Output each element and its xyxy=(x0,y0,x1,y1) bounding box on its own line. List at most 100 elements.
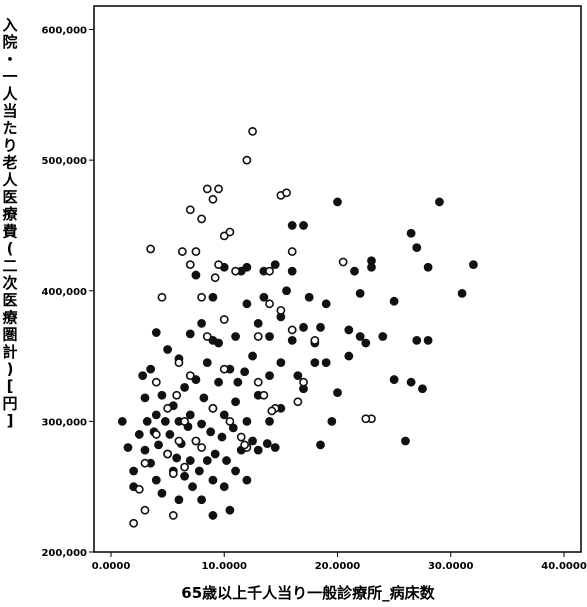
data-point-filled xyxy=(231,397,240,407)
data-point-open xyxy=(242,155,252,165)
data-point-filled xyxy=(389,296,399,306)
data-point-filled xyxy=(219,410,229,420)
data-point-filled xyxy=(469,260,478,270)
x-axis-label: 65歳以上千人当り一般診療所_病床数 xyxy=(181,584,435,602)
data-point-filled xyxy=(231,332,240,341)
data-point-open xyxy=(197,214,206,224)
y-axis-label-char: 院 xyxy=(2,33,17,51)
data-point-open xyxy=(174,436,184,446)
data-point-open xyxy=(168,511,178,520)
data-point-filled xyxy=(276,358,286,367)
data-point-open xyxy=(236,432,246,442)
data-points xyxy=(117,126,478,528)
data-point-open xyxy=(299,377,308,387)
y-tick-label: 400,000 xyxy=(41,287,87,298)
data-point-filled xyxy=(242,299,252,309)
y-axis-label-char: 費 xyxy=(2,222,17,240)
data-point-open xyxy=(287,325,297,335)
y-axis-label-char: 計 xyxy=(2,343,17,361)
data-point-filled xyxy=(333,388,342,398)
data-point-filled xyxy=(117,416,127,426)
data-point-open xyxy=(185,371,195,381)
data-point-filled xyxy=(242,475,252,485)
data-point-filled xyxy=(231,466,240,476)
data-point-filled xyxy=(344,325,354,335)
data-point-open xyxy=(151,377,161,387)
data-point-open xyxy=(180,462,190,472)
data-point-filled xyxy=(225,505,235,515)
data-point-filled xyxy=(248,436,257,446)
data-point-open xyxy=(219,315,229,324)
data-point-filled xyxy=(435,197,444,207)
data-point-open xyxy=(231,266,240,276)
data-point-filled xyxy=(191,270,201,280)
data-point-filled xyxy=(367,256,376,266)
data-point-filled xyxy=(151,410,161,420)
data-point-filled xyxy=(248,351,257,361)
data-point-open xyxy=(265,299,274,309)
data-point-filled xyxy=(208,511,218,520)
data-point-open xyxy=(265,266,274,276)
data-point-filled xyxy=(344,351,354,361)
x-tick-label: 10.0000 xyxy=(201,561,247,572)
y-tick-label: 200,000 xyxy=(41,548,87,559)
x-tick-label: 40.0000 xyxy=(541,561,587,572)
data-point-filled xyxy=(185,329,195,339)
data-point-filled xyxy=(265,416,274,426)
y-axis-label-char: た xyxy=(2,119,17,137)
data-point-open xyxy=(208,194,218,204)
data-point-open xyxy=(282,188,291,198)
data-point-open xyxy=(208,403,218,413)
y-axis-label-char: 医 xyxy=(2,291,17,309)
data-point-open xyxy=(287,247,297,256)
x-axis-ticks: 0.0000 10.0000 20.0000 30.0000 40.0000 xyxy=(92,552,587,572)
data-point-filled xyxy=(202,358,212,367)
data-point-open xyxy=(129,518,139,528)
data-point-open xyxy=(253,377,263,387)
data-point-filled xyxy=(265,371,274,381)
y-axis-label-char: 一 xyxy=(2,68,17,86)
y-axis-label-char: 療 xyxy=(2,205,18,223)
data-point-filled xyxy=(199,393,209,403)
data-point-filled xyxy=(160,416,170,426)
data-point-filled xyxy=(316,440,325,450)
data-point-open xyxy=(225,227,235,237)
data-point-open xyxy=(267,406,277,416)
data-point-open xyxy=(146,244,156,254)
data-point-filled xyxy=(299,221,308,230)
data-point-open xyxy=(140,458,150,468)
data-point-filled xyxy=(262,439,272,448)
data-point-filled xyxy=(214,377,223,387)
data-point-filled xyxy=(208,292,218,302)
data-point-filled xyxy=(401,436,410,446)
data-point-filled xyxy=(299,322,308,332)
data-point-filled xyxy=(142,416,152,426)
data-point-filled xyxy=(197,419,206,429)
data-point-filled xyxy=(157,390,167,400)
data-point-open xyxy=(202,332,212,341)
data-point-open xyxy=(276,305,286,315)
data-point-filled xyxy=(265,332,274,341)
data-point-filled xyxy=(355,332,365,341)
data-point-filled xyxy=(310,358,320,367)
data-point-filled xyxy=(361,338,371,348)
data-point-open xyxy=(214,184,223,194)
data-point-filled xyxy=(406,228,416,238)
data-point-open xyxy=(253,332,263,341)
data-point-filled xyxy=(233,377,243,387)
data-point-filled xyxy=(197,319,206,328)
y-axis-label-char: ) xyxy=(7,360,14,378)
data-point-open xyxy=(151,430,161,439)
data-point-filled xyxy=(208,475,218,485)
data-point-filled xyxy=(287,221,297,230)
data-point-open xyxy=(134,484,144,494)
data-point-open xyxy=(191,436,201,446)
data-point-filled xyxy=(129,466,139,476)
data-point-filled xyxy=(316,322,325,332)
data-point-filled xyxy=(140,445,150,455)
data-point-filled xyxy=(293,371,303,381)
data-point-filled xyxy=(321,358,331,367)
data-point-open xyxy=(157,292,167,302)
